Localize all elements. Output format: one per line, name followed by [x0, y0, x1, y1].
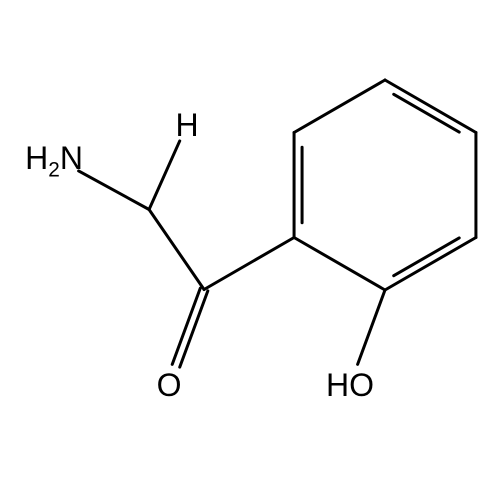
atom-nh2: H2N — [25, 142, 83, 174]
atom-o_dbl: O — [157, 369, 182, 401]
atom-h_on_n: H — [176, 109, 199, 141]
atom-ho: HO — [326, 369, 374, 401]
molecule-canvas: H2NHOHO — [0, 0, 500, 500]
bond-layer — [0, 0, 500, 500]
